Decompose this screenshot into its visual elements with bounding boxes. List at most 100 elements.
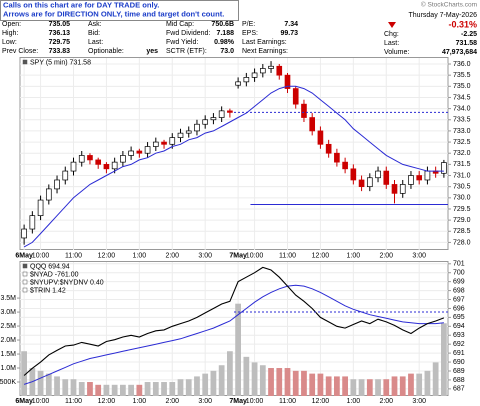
y-tick-label: 697: [453, 296, 465, 303]
candle-body: [111, 161, 118, 170]
y-tick-label: 689: [453, 368, 465, 375]
y-tick-label: 728.0: [453, 239, 471, 246]
indicator-panel: [19, 261, 449, 396]
volume-bar: [292, 370, 299, 396]
quote-label: Fwd Dividend:: [166, 30, 210, 37]
volume-bar: [375, 379, 381, 396]
summary-value: -2.25: [461, 31, 477, 38]
candle-body: [95, 159, 102, 165]
y-tick-label: 734.0: [453, 105, 471, 112]
y-tick-label: 729.0: [453, 217, 471, 224]
y2-tick-label: 1.0M: [0, 365, 16, 372]
candle-body: [70, 161, 77, 172]
volume-bar: [342, 376, 348, 396]
volume-bar: [259, 365, 266, 396]
quote-label: Last:: [88, 39, 103, 46]
volume-bar: [185, 379, 192, 396]
quote-label: SCTR (ETF):: [166, 48, 207, 55]
legend-entry: $NYUPV:$NYDNV 0.40: [30, 279, 104, 286]
volume-bar: [62, 379, 69, 396]
volume-bar: [37, 370, 44, 396]
candle-body: [29, 215, 36, 230]
volume-bar: [325, 376, 332, 396]
x-tick-label: 11:00: [279, 398, 296, 405]
candle-body: [54, 179, 60, 190]
candle-body: [292, 88, 299, 105]
x-tick-label: 12:00: [312, 252, 330, 259]
y-tick-label: 733.5: [453, 117, 471, 124]
candle-body: [177, 132, 184, 138]
x-tick-label: 2:00: [165, 252, 179, 259]
x-tick-label: 11:00: [65, 252, 82, 259]
summary-value: 731.58: [456, 40, 478, 47]
candle-body: [366, 177, 373, 188]
candle-body: [259, 68, 266, 74]
volume-bar: [152, 382, 159, 396]
summary-label: Last:: [384, 40, 399, 47]
x-tick-label: 3:00: [198, 398, 212, 405]
x-tick-label: 2:00: [379, 252, 393, 259]
quote-value: 99.73: [280, 30, 298, 37]
volume-bar: [391, 376, 398, 396]
volume-bar: [235, 303, 241, 396]
candle-body: [62, 170, 69, 181]
y-tick-label: 729.5: [453, 206, 471, 213]
volume-bar: [334, 376, 340, 396]
candle-body: [309, 117, 316, 132]
y2-tick-label: 2.5M: [0, 323, 16, 330]
candle-body: [350, 168, 357, 181]
y-tick-label: 728.5: [453, 228, 471, 235]
x-tick-label: 3:00: [412, 252, 426, 259]
volume-bar: [383, 379, 390, 396]
summary-label: Volume:: [384, 49, 409, 56]
volume-bar: [177, 379, 184, 396]
volume-bar: [21, 351, 27, 396]
volume-bar: [284, 368, 291, 396]
y2-tick-label: 1.5M: [0, 351, 16, 358]
y-tick-label: 691: [453, 350, 465, 357]
x-tick-label: 10:00: [246, 252, 264, 259]
candle-body: [210, 117, 217, 121]
quote-value: 736.13: [49, 30, 71, 37]
candle-body: [383, 170, 390, 185]
volume-bar: [103, 384, 110, 396]
candle-body: [334, 152, 340, 163]
candle-body: [301, 103, 307, 118]
candle-body: [128, 150, 134, 156]
candle-body: [342, 161, 348, 170]
series-line: [23, 284, 444, 385]
y-tick-label: 694: [453, 323, 465, 330]
volume-bar: [194, 376, 200, 396]
summary-value: 47,973,684: [442, 49, 477, 56]
volume-bar: [358, 379, 365, 396]
volume-bar: [70, 379, 77, 396]
quote-label: Low:: [2, 39, 17, 46]
candle-body: [268, 65, 274, 69]
y-tick-label: 687: [453, 386, 465, 393]
series-line: [23, 85, 444, 248]
x-tick-label: 1:00: [347, 252, 361, 259]
volume-bar: [45, 373, 52, 396]
y-tick-label: 735.5: [453, 72, 471, 79]
volume-bar: [169, 382, 176, 396]
quote-value: 750.6B: [211, 21, 234, 28]
volume-bar: [210, 370, 217, 396]
x-tick-label: 10:00: [246, 398, 264, 405]
x-tick-label: 1:00: [347, 398, 361, 405]
y-tick-label: 730.5: [453, 184, 471, 191]
volume-bar: [268, 368, 274, 396]
quote-label: Fwd Yield:: [166, 39, 198, 46]
x-tick-label: 7May: [229, 252, 247, 259]
candle-body: [391, 184, 398, 194]
x-tick-label: 1:00: [133, 398, 147, 405]
volume-bar: [309, 373, 316, 396]
candle-body: [416, 175, 423, 181]
x-tick-label: 7May: [229, 398, 247, 405]
volume-bar: [416, 373, 423, 396]
y-tick-label: 730.0: [453, 195, 471, 202]
quote-date: Thursday 7-May-2026: [409, 12, 478, 19]
quote-label: High:: [2, 30, 18, 37]
legend-swatch: [22, 263, 28, 269]
volume-bar: [432, 362, 439, 396]
